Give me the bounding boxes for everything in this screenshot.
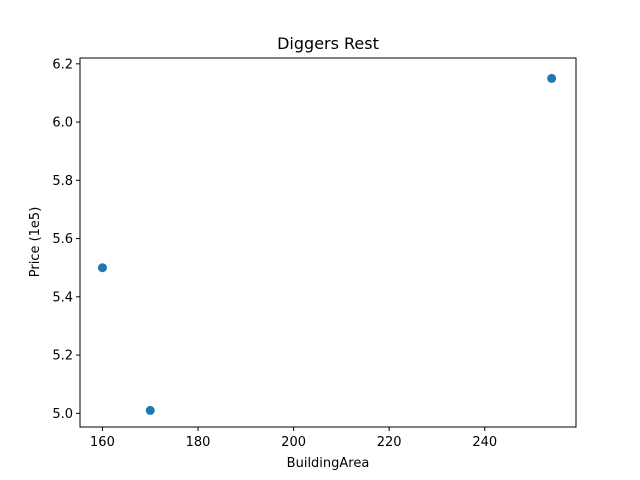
- plot-area: 160 180 200 220 240 5.0 5.2 5.4 5.6 5.8 6.0 6.2: [52, 57, 577, 450]
- x-tick-label-180: 180: [186, 435, 211, 450]
- y-tick-label-5.2: 5.2: [52, 349, 73, 364]
- x-tick-label-160: 160: [90, 435, 115, 450]
- y-tick-label-5.4: 5.4: [52, 290, 73, 305]
- x-tick-label-220: 220: [377, 435, 402, 450]
- y-tick-label-5.6: 5.6: [52, 232, 73, 247]
- data-point-1: [145, 405, 155, 415]
- data-point-2: [547, 73, 557, 83]
- y-tick-label-5.8: 5.8: [52, 174, 73, 189]
- plot-frame: [79, 57, 577, 428]
- y-tick-label-5.0: 5.0: [52, 407, 73, 422]
- data-point-0: [97, 263, 107, 273]
- y-tick-label-6.0: 6.0: [52, 116, 73, 131]
- chart-title: Diggers Rest: [277, 34, 379, 53]
- y-axis-label: Price (1e5): [28, 207, 43, 278]
- x-tick-label-200: 200: [281, 435, 306, 450]
- x-tick-label-240: 240: [472, 435, 497, 450]
- x-axis-label: BuildingArea: [287, 456, 370, 471]
- y-tick-label-6.2: 6.2: [52, 57, 73, 72]
